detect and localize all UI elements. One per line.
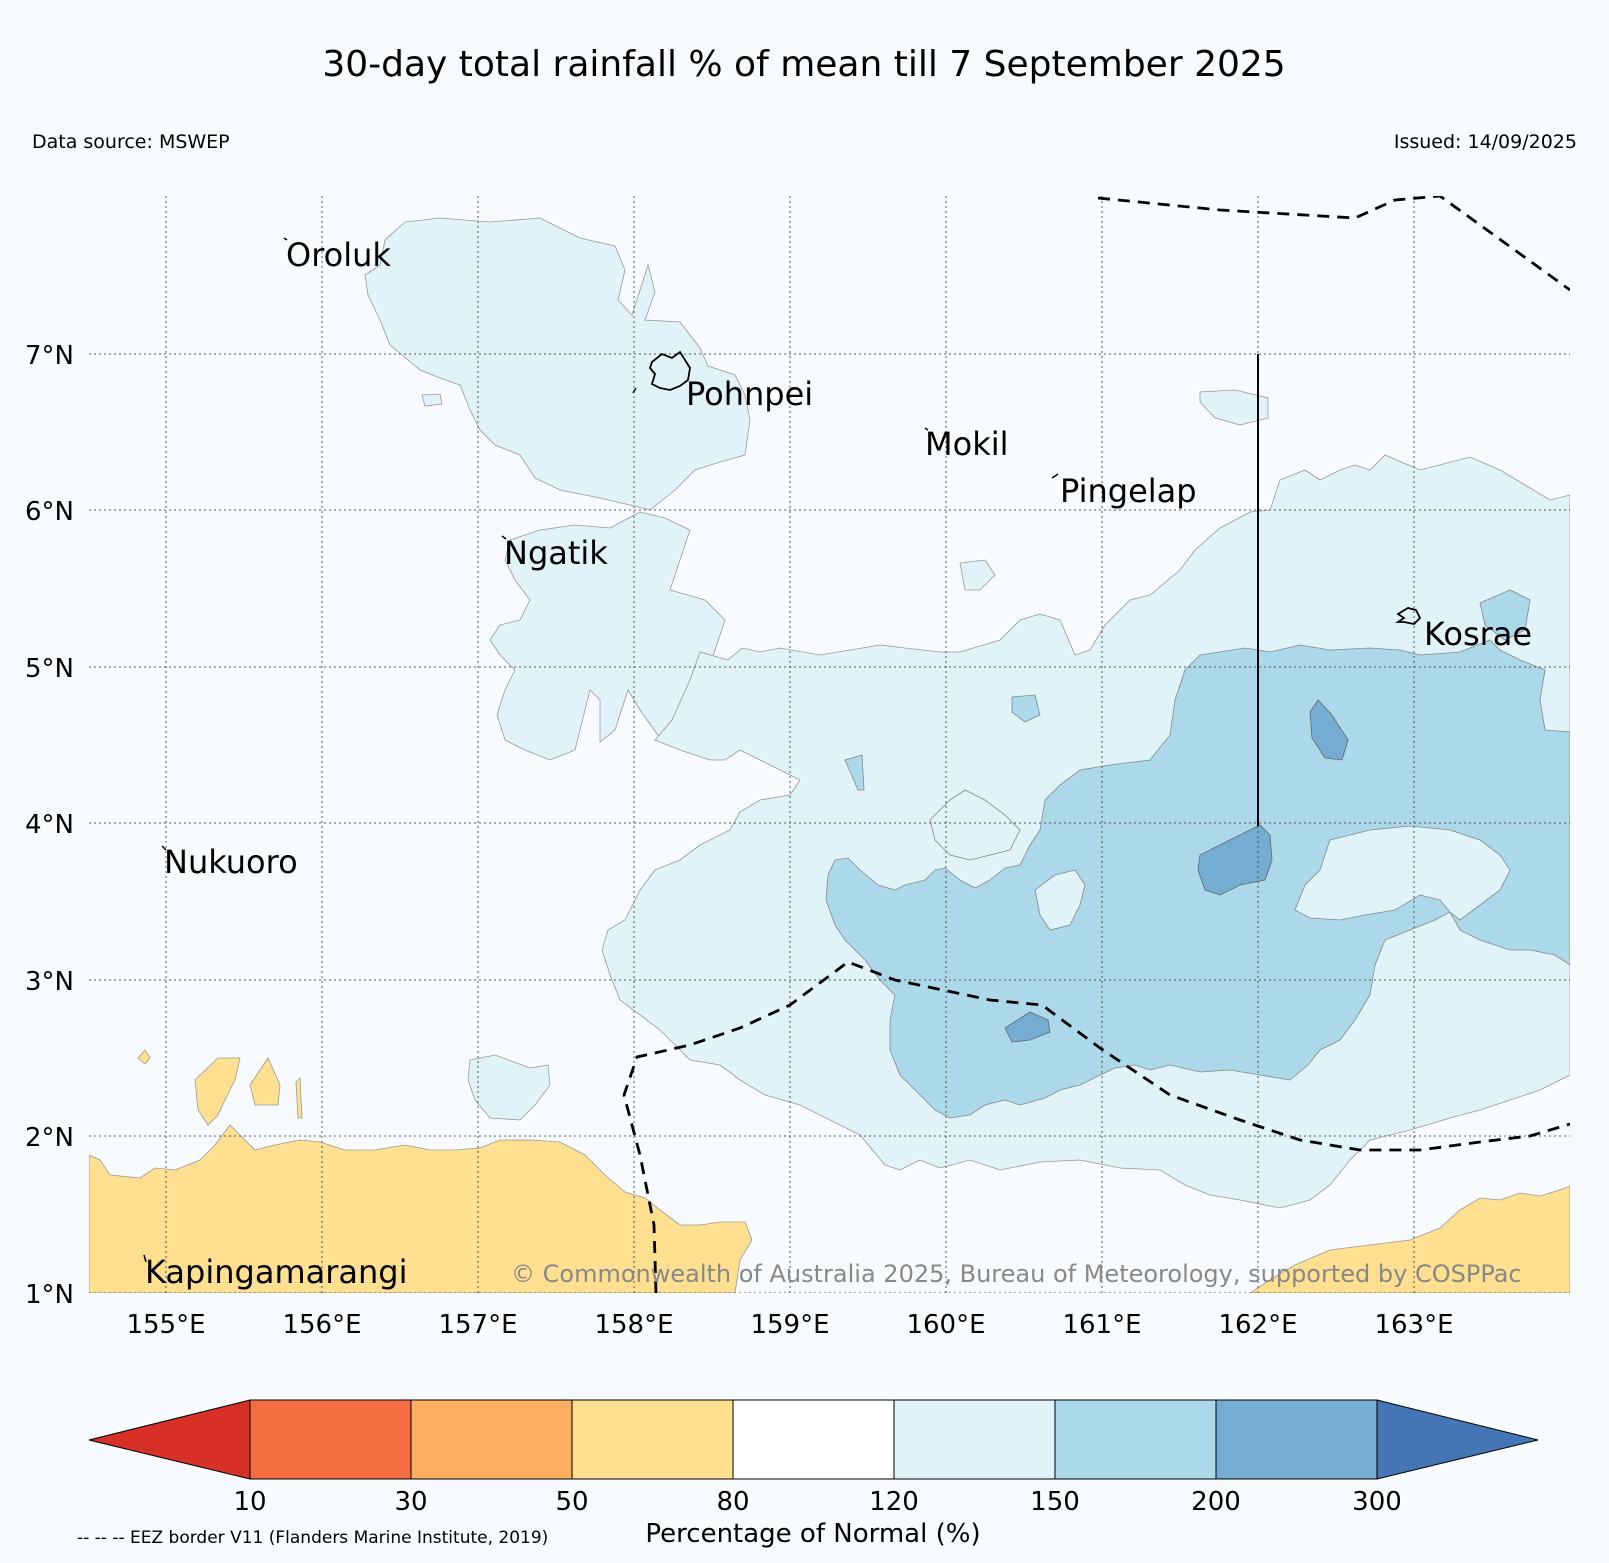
- colorbar-segment-150-200: [1054, 1399, 1217, 1480]
- map-title: 30-day total rainfall % of mean till 7 S…: [322, 44, 1285, 85]
- lon-tick-163e: 163°E: [1374, 1310, 1453, 1340]
- colorbar-segment-50-80: [571, 1399, 734, 1480]
- issued-date-label: Issued: 14/09/2025: [1394, 131, 1577, 153]
- lat-tick-3n: 3°N: [25, 967, 74, 997]
- rainfall-region-120-150-hole2: [1294, 825, 1511, 921]
- colorbar-segment-120-150: [893, 1399, 1056, 1480]
- rainfall-region-120-150-ngatik: [489, 511, 726, 761]
- colorbar-tick-120: 120: [869, 1487, 919, 1517]
- rainfall-region-120-150-hole1: [929, 789, 1021, 861]
- place-label-kosrae: Kosrae: [1424, 615, 1532, 653]
- colorbar-segment-above-300: [1376, 1399, 1539, 1480]
- colorbar-label: Percentage of Normal (%): [645, 1519, 980, 1549]
- rainfall-region-120-150-north: [364, 217, 751, 511]
- lon-tick-162e: 162°E: [1218, 1310, 1297, 1340]
- latitude-tick-labels: 7°N 6°N 5°N 4°N 3°N 2°N 1°N: [25, 341, 74, 1310]
- lon-tick-157e: 157°E: [438, 1310, 517, 1340]
- colorbar-tick-30: 30: [394, 1487, 427, 1517]
- rainfall-region-50-80-small1: [249, 1057, 281, 1106]
- colorbar: 10 30 50 80 120 150 200 300 Percentage o…: [88, 1399, 1539, 1549]
- lon-tick-158e: 158°E: [594, 1310, 673, 1340]
- colorbar-tick-200: 200: [1191, 1487, 1241, 1517]
- eez-border-north: [1097, 196, 1570, 292]
- rainfall-region-120-150-hole3: [1034, 869, 1086, 931]
- colorbar-segment-10-30: [249, 1399, 412, 1480]
- colorbar-tick-10: 10: [233, 1487, 266, 1517]
- lat-tick-2n: 2°N: [25, 1123, 74, 1153]
- place-label-nukuoro: Nukuoro: [164, 843, 298, 881]
- rainfall-region-200-300-spot1: [1197, 824, 1273, 896]
- longitude-tick-labels: 155°E 156°E 157°E 158°E 159°E 160°E 161°…: [126, 1310, 1453, 1340]
- lat-tick-4n: 4°N: [25, 810, 74, 840]
- lon-tick-161e: 161°E: [1062, 1310, 1141, 1340]
- colorbar-tick-150: 150: [1030, 1487, 1080, 1517]
- rainfall-region-120-150-small1: [421, 393, 443, 407]
- map-plot-area: Oroluk Pohnpei Mokil Pingelap Ngatik Kos…: [89, 196, 1570, 1293]
- rainfall-region-200-300-spot3: [1004, 1011, 1051, 1043]
- rainfall-region-50-80-small2: [295, 1077, 303, 1119]
- rainfall-region-150-200-spot1: [1011, 694, 1041, 723]
- lon-tick-159e: 159°E: [750, 1310, 829, 1340]
- colorbar-segment-80-120: [732, 1399, 895, 1480]
- rainfall-region-150-200-spot2: [1479, 589, 1531, 641]
- rainfall-region-50-80-west-island: [194, 1057, 241, 1126]
- map-gridlines: [89, 196, 1570, 1293]
- rainfall-region-150-200-spot3: [844, 754, 865, 791]
- place-label-pohnpei: Pohnpei: [686, 375, 813, 413]
- data-source-label: Data source: MSWEP: [32, 131, 230, 153]
- copyright-credit: © Commonwealth of Australia 2025, Bureau…: [511, 1260, 1522, 1288]
- rainfall-region-50-80-small3: [137, 1049, 151, 1065]
- place-label-ngatik: Ngatik: [504, 534, 608, 572]
- lon-tick-160e: 160°E: [906, 1310, 985, 1340]
- rainfall-region-50-80-southwest: [89, 1124, 753, 1293]
- eez-border-note: -- -- -- EEZ border V11 (Flanders Marine…: [77, 1528, 548, 1548]
- lat-tick-1n: 1°N: [25, 1280, 74, 1310]
- place-label-mokil: Mokil: [925, 425, 1009, 463]
- lon-tick-155e: 155°E: [126, 1310, 205, 1340]
- kosrae-island-outline: [1395, 607, 1422, 625]
- pohnpei-island-outline: [648, 350, 691, 391]
- lat-tick-7n: 7°N: [25, 341, 74, 371]
- rainfall-region-150-200: [825, 639, 1570, 1119]
- rainfall-region-120-150-small3: [1199, 389, 1269, 426]
- lat-tick-6n: 6°N: [25, 497, 74, 527]
- eez-borders: [622, 196, 1570, 1293]
- place-label-kapingamarangi: Kapingamarangi: [145, 1253, 407, 1291]
- colorbar-segment-200-300: [1215, 1399, 1378, 1480]
- colorbar-segment-30-50: [410, 1399, 573, 1480]
- colorbar-tick-300: 300: [1352, 1487, 1402, 1517]
- rainfall-region-120-150-small2: [959, 559, 996, 591]
- lat-tick-5n: 5°N: [25, 654, 74, 684]
- place-label-pingelap: Pingelap: [1060, 472, 1197, 510]
- rainfall-region-120-150-small4: [467, 1054, 551, 1121]
- eez-border-south: [622, 960, 1570, 1293]
- colorbar-segment-below-10: [88, 1399, 251, 1480]
- colorbar-tick-50: 50: [555, 1487, 588, 1517]
- rainfall-region-50-80-southeast: [1249, 1185, 1570, 1293]
- atoll-markers: [143, 237, 1059, 1263]
- place-label-oroluk: Oroluk: [286, 236, 391, 274]
- lon-tick-156e: 156°E: [282, 1310, 361, 1340]
- rainfall-region-200-300-spot2: [1309, 699, 1349, 761]
- colorbar-tick-80: 80: [716, 1487, 749, 1517]
